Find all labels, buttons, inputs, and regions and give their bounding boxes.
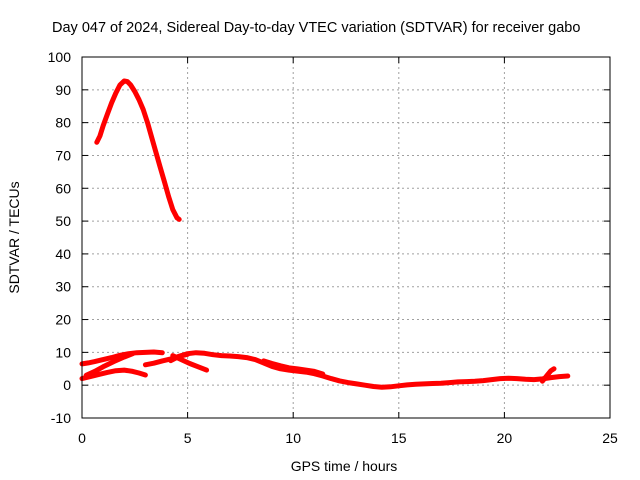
y-tick-label: 50 — [55, 213, 71, 229]
plot-frame — [81, 56, 611, 419]
y-tick-label: 10 — [55, 344, 71, 360]
y-tick-label: 80 — [55, 115, 71, 131]
series-arc-main — [168, 350, 571, 390]
y-tick-label: 90 — [55, 82, 71, 98]
x-tick-label: 25 — [602, 430, 618, 446]
series-layer — [79, 78, 571, 390]
x-tick-label: 0 — [78, 430, 86, 446]
series-arc-high — [94, 78, 182, 222]
x-tick-label: 20 — [497, 430, 513, 446]
y-tick-label: 60 — [55, 180, 71, 196]
x-tick-label: 10 — [285, 430, 301, 446]
y-tick-label: 40 — [55, 246, 71, 262]
y-tick-label: 0 — [63, 377, 71, 393]
x-axis-label: GPS time / hours — [291, 458, 398, 474]
y-tick-label: -10 — [51, 410, 71, 426]
y-tick-label: 100 — [48, 49, 72, 65]
grid-layer — [82, 57, 610, 418]
y-tick-label: 70 — [55, 147, 71, 163]
series-arc-main-upper — [261, 358, 326, 377]
tick-label-layer: 0 5 10 15 20 25 -10 0 10 20 30 40 50 60 70 80 90 100 — [48, 49, 618, 446]
x-tick-label: 15 — [391, 430, 407, 446]
y-tick-label: 20 — [55, 312, 71, 328]
series-arc-late-spike — [539, 366, 557, 384]
x-tick-label: 5 — [184, 430, 192, 446]
tick-layer — [81, 56, 611, 419]
y-axis-label: SDTVAR / TECUs — [6, 181, 22, 293]
y-tick-label: 30 — [55, 279, 71, 295]
series-arc-rising — [83, 351, 136, 378]
chart-title: Day 047 of 2024, Sidereal Day-to-day VTE… — [52, 20, 580, 36]
series-arc-upper-left — [79, 349, 165, 367]
series-arc-lower-left — [79, 367, 148, 382]
